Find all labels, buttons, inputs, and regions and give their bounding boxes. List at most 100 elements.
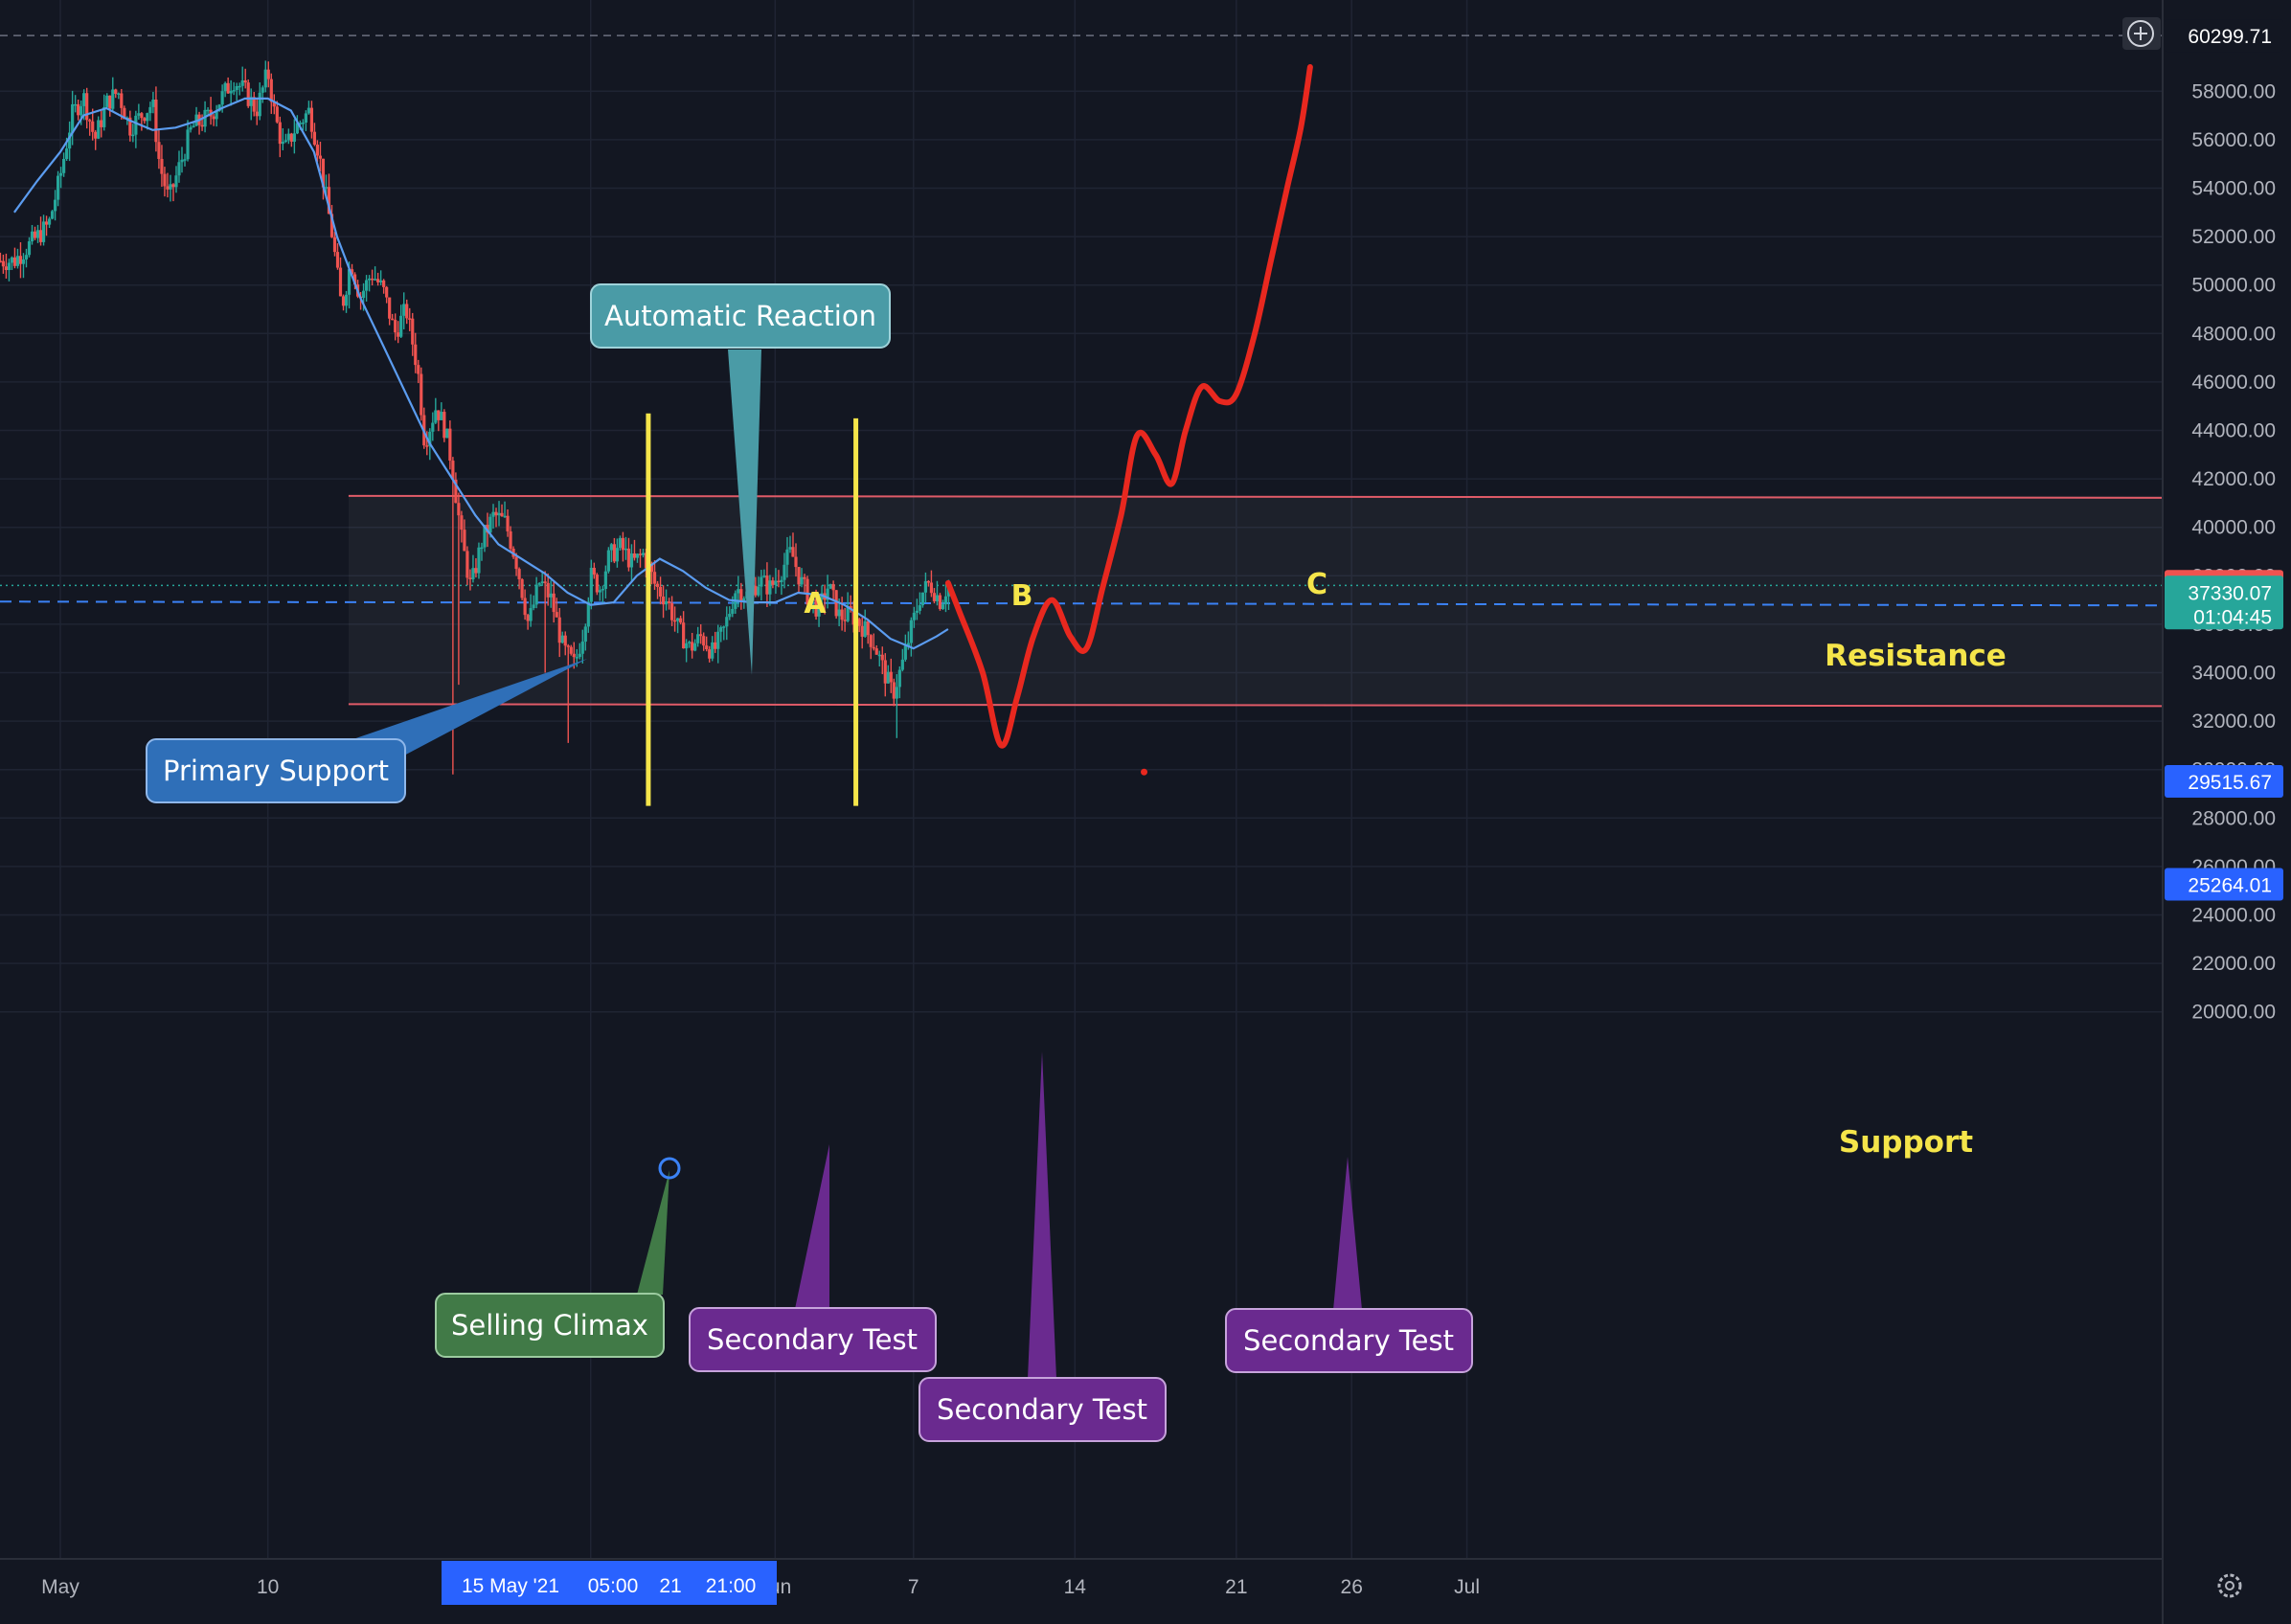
candle-body — [477, 547, 481, 574]
candle-body — [578, 653, 581, 658]
candle-body — [506, 515, 510, 531]
projection — [944, 64, 1313, 776]
candle-body — [108, 95, 112, 109]
candle-body — [33, 231, 37, 238]
candle-body — [341, 296, 346, 306]
candle-body — [183, 159, 187, 161]
candle-body — [532, 604, 535, 609]
candle-body — [212, 116, 215, 120]
crosshair-date: 15 May '21 — [462, 1575, 559, 1597]
candle-body — [465, 551, 469, 578]
candle-body — [669, 602, 674, 620]
candle-body — [705, 645, 709, 650]
selling-climax-marker — [658, 1157, 681, 1180]
moving-average — [13, 97, 949, 650]
candle-body — [598, 590, 601, 593]
candle-body — [609, 544, 613, 551]
phase-a-label: A — [804, 587, 827, 620]
price-tick-label: 50000.00 — [2191, 275, 2276, 297]
candle-body — [900, 659, 904, 670]
candle-body — [486, 525, 489, 533]
candle-body — [785, 549, 789, 565]
candle-body — [151, 99, 155, 107]
candle-body — [920, 592, 925, 606]
candle-body — [425, 445, 429, 447]
candle-body — [463, 530, 466, 552]
candle-body — [192, 125, 195, 128]
settings-button[interactable] — [2217, 1573, 2242, 1598]
price-tick-label: 34000.00 — [2191, 663, 2276, 685]
selling-climax-callout: Selling Climax — [435, 1157, 681, 1358]
candle-body — [791, 547, 795, 557]
candle-body — [304, 113, 307, 124]
price-tick-label: 22000.00 — [2191, 953, 2276, 975]
candle-body — [557, 617, 561, 643]
candle-body — [261, 87, 264, 93]
candle-body — [471, 568, 475, 579]
candle-body — [278, 122, 282, 145]
candle-body — [612, 544, 617, 562]
crosshair-day: 21 — [659, 1575, 681, 1597]
candle-body — [454, 479, 458, 504]
candle-body — [298, 123, 302, 124]
candle-body — [24, 255, 29, 259]
candle-body — [451, 461, 455, 480]
candle-body — [368, 278, 372, 281]
candle-body — [483, 525, 487, 548]
candle-body — [143, 118, 147, 122]
price-tick-label: 40000.00 — [2191, 517, 2276, 539]
candle-body — [186, 129, 190, 160]
candle-body — [685, 643, 689, 649]
time-tick-label: May — [41, 1576, 79, 1598]
candle-body — [652, 572, 657, 584]
candle-body — [731, 608, 735, 615]
plus-icon — [2134, 27, 2147, 40]
candle-body — [217, 104, 221, 111]
price-tick-label: 56000.00 — [2191, 129, 2276, 151]
candle-body — [88, 120, 92, 122]
candle-body — [59, 172, 63, 176]
candle-body — [658, 586, 663, 597]
candle-body — [814, 598, 818, 617]
candle-body — [906, 643, 910, 646]
candle-body — [102, 106, 106, 127]
candle-body — [266, 69, 270, 79]
candle-body — [691, 642, 694, 651]
add-alert-button[interactable] — [2122, 17, 2161, 50]
primary-support-pointer — [345, 659, 587, 756]
primary-support-callout: Primary Support — [146, 659, 587, 803]
candle-body — [1, 260, 6, 267]
candle-body — [226, 82, 230, 94]
candle-body — [592, 567, 596, 575]
candle-body — [575, 657, 578, 659]
price-tick-label: 46000.00 — [2191, 372, 2276, 394]
selling-climax-box — [435, 1293, 665, 1358]
automatic-reaction-box — [590, 283, 891, 349]
candle-body — [754, 585, 758, 596]
candle-body — [708, 649, 712, 659]
candle-body — [874, 648, 878, 655]
candle-body — [235, 85, 238, 91]
candle-body — [714, 642, 717, 649]
candle-body — [803, 576, 806, 579]
range-box — [348, 495, 2163, 705]
candle-body — [869, 635, 873, 647]
candle-body — [203, 109, 207, 127]
candle-body — [632, 553, 637, 558]
candle-body — [688, 642, 692, 643]
candle-body — [491, 511, 495, 517]
candle-body — [252, 97, 256, 112]
candle-body — [546, 582, 550, 598]
candle-body — [27, 241, 32, 256]
candle-body — [618, 537, 623, 549]
candle-body — [220, 91, 224, 105]
candle-body — [91, 121, 95, 132]
candle-body — [344, 294, 349, 306]
crosshair-time-label: 15 May '21 05:00 21 21:00 — [442, 1561, 777, 1605]
candle-body — [903, 645, 907, 660]
candle-body — [817, 598, 821, 617]
price-tick-label: 20000.00 — [2191, 1002, 2276, 1024]
candle-body — [468, 577, 472, 579]
candle-body — [166, 186, 170, 190]
